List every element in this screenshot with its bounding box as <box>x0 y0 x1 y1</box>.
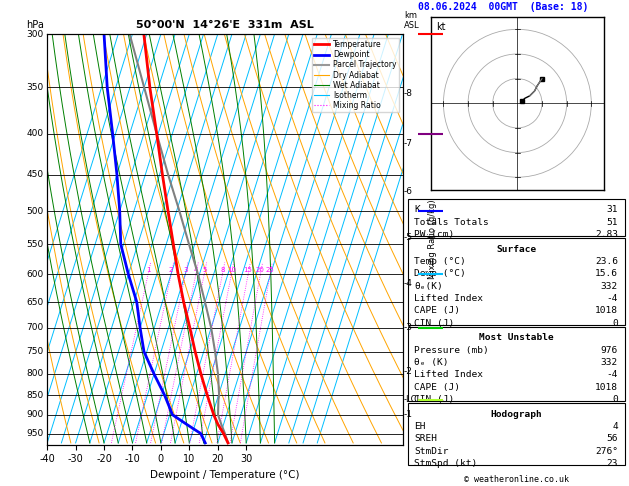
Text: -4: -4 <box>606 370 618 380</box>
Text: Lifted Index: Lifted Index <box>414 370 483 380</box>
Text: StmDir: StmDir <box>414 447 448 456</box>
Text: 350: 350 <box>26 83 43 92</box>
Text: 3: 3 <box>183 267 187 273</box>
Text: 700: 700 <box>26 323 43 332</box>
Text: -3: -3 <box>404 323 413 332</box>
Text: 23.6: 23.6 <box>595 257 618 266</box>
Text: 15: 15 <box>243 267 253 273</box>
Text: 800: 800 <box>26 369 43 379</box>
Text: 5: 5 <box>202 267 206 273</box>
Text: 400: 400 <box>26 129 43 138</box>
Text: CAPE (J): CAPE (J) <box>414 382 460 392</box>
Text: 332: 332 <box>601 358 618 367</box>
Bar <box>408 403 625 465</box>
Text: Pressure (mb): Pressure (mb) <box>414 346 489 355</box>
Text: θₑ (K): θₑ (K) <box>414 358 448 367</box>
Legend: Temperature, Dewpoint, Parcel Trajectory, Dry Adiabat, Wet Adiabat, Isotherm, Mi: Temperature, Dewpoint, Parcel Trajectory… <box>311 38 399 112</box>
Text: -2: -2 <box>404 367 413 376</box>
Text: 276°: 276° <box>595 447 618 456</box>
Text: 56: 56 <box>606 434 618 443</box>
Text: 1018: 1018 <box>595 306 618 315</box>
Text: -5: -5 <box>404 233 413 242</box>
Text: km
ASL: km ASL <box>404 11 420 30</box>
Text: 15.6: 15.6 <box>595 269 618 278</box>
Text: 4: 4 <box>613 422 618 431</box>
Text: StmSpd (kt): StmSpd (kt) <box>414 459 477 468</box>
Text: Temp (°C): Temp (°C) <box>414 257 466 266</box>
Text: 950: 950 <box>26 429 43 438</box>
Text: 20: 20 <box>256 267 265 273</box>
Text: EH: EH <box>414 422 426 431</box>
Text: CAPE (J): CAPE (J) <box>414 306 460 315</box>
Text: θₑ(K): θₑ(K) <box>414 282 443 291</box>
Text: 976: 976 <box>601 346 618 355</box>
Text: 0: 0 <box>613 395 618 404</box>
Bar <box>408 327 625 401</box>
Text: -8: -8 <box>404 89 413 98</box>
Text: CIN (J): CIN (J) <box>414 319 454 328</box>
Text: CIN (J): CIN (J) <box>414 395 454 404</box>
Text: 2.83: 2.83 <box>595 230 618 239</box>
Text: 900: 900 <box>26 410 43 419</box>
Text: 300: 300 <box>26 30 43 38</box>
Bar <box>408 238 625 325</box>
Text: 4: 4 <box>194 267 198 273</box>
X-axis label: Dewpoint / Temperature (°C): Dewpoint / Temperature (°C) <box>150 470 299 480</box>
Text: 1018: 1018 <box>595 382 618 392</box>
Title: 50°00'N  14°26'E  331m  ASL: 50°00'N 14°26'E 331m ASL <box>136 20 314 31</box>
Text: 600: 600 <box>26 270 43 279</box>
Text: 51: 51 <box>606 218 618 226</box>
Text: Totals Totals: Totals Totals <box>414 218 489 226</box>
Text: 8: 8 <box>220 267 225 273</box>
Text: -1: -1 <box>404 410 413 418</box>
Text: -6: -6 <box>404 187 413 195</box>
Y-axis label: Mixing Ratio (g/kg): Mixing Ratio (g/kg) <box>428 200 437 279</box>
Text: 25: 25 <box>266 267 274 273</box>
Text: 500: 500 <box>26 207 43 216</box>
Text: 650: 650 <box>26 297 43 307</box>
Text: 10: 10 <box>227 267 236 273</box>
Text: Lifted Index: Lifted Index <box>414 294 483 303</box>
Text: SREH: SREH <box>414 434 437 443</box>
Text: 23: 23 <box>606 459 618 468</box>
Text: 332: 332 <box>601 282 618 291</box>
Text: 08.06.2024  00GMT  (Base: 18): 08.06.2024 00GMT (Base: 18) <box>418 2 589 12</box>
Text: 750: 750 <box>26 347 43 356</box>
Text: 850: 850 <box>26 391 43 399</box>
Text: Dewp (°C): Dewp (°C) <box>414 269 466 278</box>
Text: -LCL: -LCL <box>404 396 422 404</box>
Text: 1: 1 <box>146 267 150 273</box>
Bar <box>408 199 625 236</box>
Text: K: K <box>414 206 420 214</box>
Text: -4: -4 <box>606 294 618 303</box>
Text: -7: -7 <box>404 139 413 148</box>
Text: Surface: Surface <box>496 245 536 254</box>
Text: 31: 31 <box>606 206 618 214</box>
Text: © weatheronline.co.uk: © weatheronline.co.uk <box>464 474 569 484</box>
Text: 2: 2 <box>169 267 174 273</box>
Text: Hodograph: Hodograph <box>490 410 542 419</box>
Text: kt: kt <box>437 22 446 32</box>
Text: 450: 450 <box>26 170 43 179</box>
Text: hPa: hPa <box>26 20 43 30</box>
Text: Most Unstable: Most Unstable <box>479 333 554 343</box>
Text: PW (cm): PW (cm) <box>414 230 454 239</box>
Text: 0: 0 <box>613 319 618 328</box>
Text: -4: -4 <box>404 279 413 288</box>
Text: 550: 550 <box>26 240 43 249</box>
